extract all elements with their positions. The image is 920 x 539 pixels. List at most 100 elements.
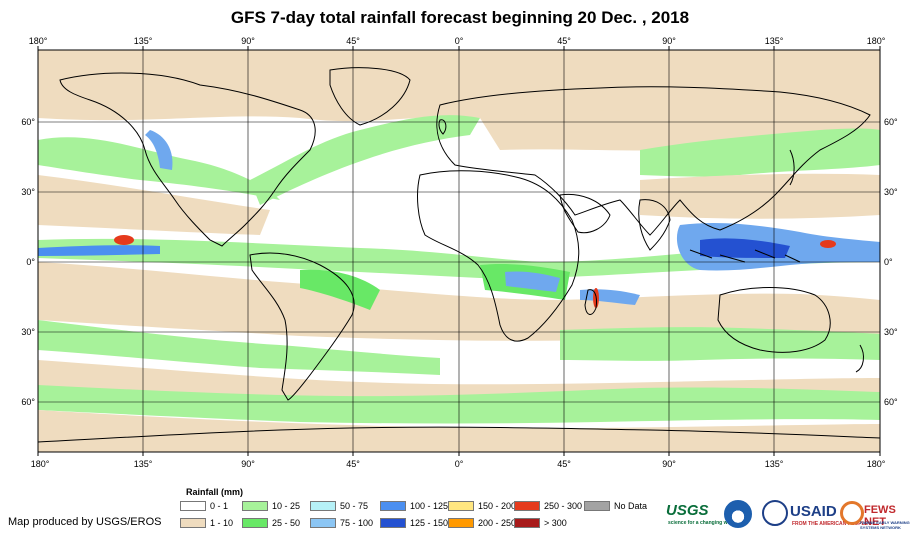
usaid-tagline: FROM THE AMERICAN PEOPLE	[792, 521, 868, 527]
legend-label: 75 - 100	[340, 518, 374, 528]
legend-swatch	[242, 501, 268, 511]
legend-swatch	[448, 501, 474, 511]
africa-outline	[417, 170, 580, 342]
green-band-north-atlantic	[250, 115, 480, 205]
heavy-rain-cell-pacific	[114, 235, 134, 245]
greenland-outline	[329, 67, 411, 126]
new-zealand-outline	[855, 344, 864, 373]
legend-swatch	[514, 518, 540, 528]
map-credit: Map produced by USGS/EROS	[8, 516, 162, 528]
lon-label-top: 90°	[662, 36, 676, 46]
usaid-seal-icon	[762, 500, 788, 526]
heavy-rain-south-america	[300, 269, 380, 310]
indonesia-outline	[689, 249, 801, 263]
lat-label-right: 60°	[884, 397, 898, 407]
south-america-outline	[249, 252, 355, 401]
legend-label: 10 - 25	[272, 501, 301, 511]
legend-label: 250 - 300	[544, 501, 583, 511]
lon-label-bottom: 45°	[557, 459, 571, 469]
lat-label-left: 60°	[21, 117, 35, 127]
legend-swatch	[380, 518, 406, 528]
legend-item: 10 - 25	[242, 501, 300, 511]
legend-item: 250 - 300	[514, 501, 582, 511]
lon-label-top: 45°	[557, 36, 571, 46]
legend-label: 200 - 250	[478, 518, 517, 528]
legend-label: 50 - 75	[340, 501, 369, 511]
legend-swatch	[310, 501, 336, 511]
lon-label-top: 0°	[455, 36, 464, 46]
heavy-rain-north-america-west	[145, 130, 173, 170]
arabia-outline	[559, 193, 611, 234]
lon-label-bottom: 180°	[31, 459, 50, 469]
lon-label-top: 135°	[765, 36, 784, 46]
longitude-labels-top: 180° 135° 90° 45° 0° 45° 90° 135° 180°	[29, 36, 886, 46]
lat-label-left: 0°	[26, 257, 35, 267]
legend-item: 0 - 1	[180, 501, 228, 511]
noaa-logo-icon	[724, 500, 752, 528]
heavy-rain-core-indonesia	[700, 238, 790, 258]
legend-item: > 300	[514, 518, 567, 528]
longitude-labels-bottom: 180° 135° 90° 45° 0° 45° 90° 135° 180°	[31, 459, 886, 469]
usgs-tagline: science for a changing world	[668, 520, 737, 526]
japan-outline	[789, 149, 795, 186]
lon-label-bottom: 90°	[662, 459, 676, 469]
legend-label: 100 - 125	[410, 501, 449, 511]
green-band-north-pacific	[38, 137, 280, 200]
legend-label: 150 - 200	[478, 501, 517, 511]
lat-label-left: 30°	[21, 327, 35, 337]
lon-label-top: 180°	[867, 36, 886, 46]
lon-label-top: 90°	[241, 36, 255, 46]
legend-swatch	[514, 501, 540, 511]
lon-label-bottom: 180°	[867, 459, 886, 469]
fews-net-tagline: FAMINE EARLY WARNING SYSTEMS NETWORK	[860, 520, 910, 530]
lon-label-top: 135°	[134, 36, 153, 46]
usaid-logo: USAID	[790, 503, 837, 520]
india-outline	[638, 199, 671, 251]
legend-item: 150 - 200	[448, 501, 516, 511]
usgs-logo: USGS	[666, 502, 709, 519]
heavy-rain-africa-core	[505, 271, 560, 292]
lon-label-bottom: 90°	[241, 459, 255, 469]
legend-item: No Data	[584, 501, 647, 511]
legend-item: 200 - 250	[448, 518, 516, 528]
rainfall-legend: 0 - 1 1 - 10 10 - 25 25 - 50 50 - 75 75 - 100…	[180, 500, 660, 534]
lat-label-right: 0°	[884, 257, 893, 267]
north-america-outline	[59, 72, 316, 247]
lat-label-left: 30°	[21, 187, 35, 197]
madagascar-outline	[584, 289, 597, 315]
green-band-south-pacific	[38, 320, 440, 375]
itcz-core-east-pacific	[38, 245, 160, 256]
axis-ticks	[37, 46, 881, 456]
tan-band-subtropic-pacific-east	[640, 173, 880, 219]
legend-item: 50 - 75	[310, 501, 368, 511]
legend-swatch	[180, 518, 206, 528]
legend-item: 100 - 125	[380, 501, 448, 511]
legend-swatch	[242, 518, 268, 528]
fews-net-ring-icon	[840, 501, 864, 525]
lat-label-right: 60°	[884, 117, 898, 127]
legend-item: 125 - 150	[380, 518, 448, 528]
uk-outline	[438, 119, 447, 135]
legend-item: 75 - 100	[310, 518, 373, 528]
legend-swatch	[448, 518, 474, 528]
graticule	[38, 50, 880, 452]
australia-outline	[717, 287, 831, 353]
legend-swatch	[180, 501, 206, 511]
eurasia-outline	[436, 86, 871, 236]
lat-label-left: 60°	[21, 397, 35, 407]
tan-band-subtropic-north	[38, 175, 270, 235]
lon-label-bottom: 45°	[346, 459, 360, 469]
lon-label-bottom: 135°	[765, 459, 784, 469]
lon-label-bottom: 0°	[455, 459, 464, 469]
latitude-labels-left: 60° 30° 0° 30° 60°	[21, 117, 35, 407]
legend-label: 1 - 10	[210, 518, 234, 528]
fews-net-logo: FEWS NET	[864, 504, 896, 528]
legend-label: > 300	[544, 518, 567, 528]
coastlines	[38, 67, 880, 443]
legend-title: Rainfall (mm)	[186, 487, 244, 497]
lon-label-top: 180°	[29, 36, 48, 46]
logo-strip: USGS science for a changing world USAID …	[664, 500, 916, 532]
legend-item: 1 - 10	[180, 518, 233, 528]
lat-label-right: 30°	[884, 327, 898, 337]
